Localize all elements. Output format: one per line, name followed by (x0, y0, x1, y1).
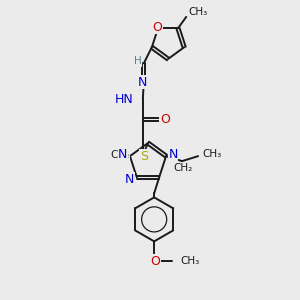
Text: CH₃: CH₃ (188, 7, 208, 17)
Text: CH₂: CH₂ (173, 163, 193, 173)
Text: N: N (118, 148, 128, 160)
Text: CH₃: CH₃ (180, 256, 200, 266)
Text: N: N (125, 173, 134, 186)
Text: O: O (150, 255, 160, 268)
Text: CH₂: CH₂ (111, 150, 130, 160)
Text: HN: HN (115, 93, 134, 106)
Text: O: O (152, 21, 162, 34)
Text: N: N (138, 76, 148, 89)
Text: N: N (168, 148, 178, 160)
Text: H: H (134, 56, 142, 66)
Text: S: S (140, 150, 148, 163)
Text: CH₃: CH₃ (202, 149, 221, 159)
Text: O: O (160, 113, 170, 126)
